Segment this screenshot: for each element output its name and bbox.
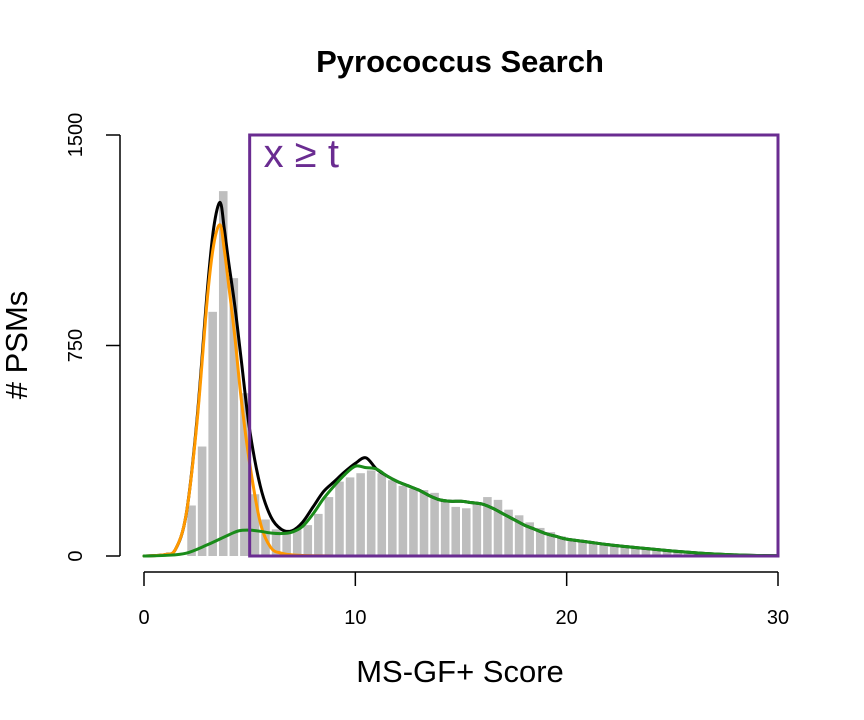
x-tick-label: 20 — [556, 607, 578, 629]
histogram-bar — [493, 499, 503, 556]
histogram-bar — [345, 477, 355, 556]
histogram-bar — [440, 499, 450, 556]
histogram-bar — [525, 522, 534, 556]
histogram-bar — [462, 508, 471, 556]
histogram-bar — [567, 540, 577, 556]
histogram-bar — [578, 541, 587, 556]
histogram-bar — [197, 446, 207, 556]
histogram-bar — [472, 504, 482, 556]
y-tick-label: 0 — [65, 550, 87, 561]
chart-title: Pyrococcus Search — [316, 44, 604, 79]
histogram-bars — [187, 191, 777, 556]
histogram-bar — [599, 543, 608, 556]
axes: 0 10 20 30 0 750 1500 — [65, 113, 789, 629]
histogram-bar — [282, 530, 291, 556]
histogram-bar — [504, 509, 513, 556]
histogram-bar — [620, 545, 630, 556]
y-axis-label: # PSMs — [0, 291, 34, 400]
histogram-bar — [218, 191, 228, 556]
histogram-bar — [388, 480, 397, 556]
histogram-bar — [271, 529, 281, 556]
histogram-bar — [535, 527, 545, 556]
x-tick-label: 10 — [344, 607, 366, 629]
x-tick-label: 30 — [767, 607, 789, 629]
histogram-bar — [398, 485, 408, 556]
threshold-box — [248, 133, 780, 558]
y-tick-label: 1500 — [65, 113, 87, 158]
histogram-bar — [609, 544, 619, 556]
plot-area: x ≥ t — [142, 132, 780, 558]
histogram-bar — [229, 278, 239, 556]
histogram-bar — [546, 532, 556, 556]
histogram-bar — [641, 548, 651, 556]
histogram-bar — [409, 488, 418, 556]
histogram-bar — [483, 497, 492, 556]
histogram-bar — [673, 552, 682, 556]
threshold-annotation: x ≥ t — [264, 132, 339, 176]
histogram-bar — [324, 497, 334, 556]
histogram-bar — [662, 550, 672, 556]
histogram-bar — [652, 549, 661, 556]
incorrect-density-line — [142, 223, 780, 558]
histogram-bar — [366, 470, 376, 556]
histogram-bar — [335, 481, 344, 556]
histogram-bar — [356, 473, 365, 556]
histogram-bar — [292, 529, 302, 556]
histogram-bar — [588, 542, 598, 556]
histogram-bar — [419, 490, 429, 556]
histogram-bar — [314, 513, 323, 556]
histogram-bar — [240, 393, 249, 556]
histogram-bar — [377, 473, 387, 556]
x-tick-label: 0 — [138, 607, 149, 629]
histogram-bar — [631, 547, 640, 556]
y-tick-label: 750 — [65, 329, 87, 362]
histogram-bar — [514, 515, 524, 556]
histogram-bar — [250, 494, 260, 556]
histogram-bar — [303, 525, 313, 556]
correct-density-line — [142, 464, 780, 558]
x-axis-label: MS-GF+ Score — [356, 654, 564, 689]
histogram-bar — [208, 311, 217, 556]
histogram-bar — [557, 536, 566, 556]
histogram-bar — [187, 505, 196, 556]
histogram-bar — [451, 506, 460, 556]
histogram-bar — [430, 492, 439, 556]
